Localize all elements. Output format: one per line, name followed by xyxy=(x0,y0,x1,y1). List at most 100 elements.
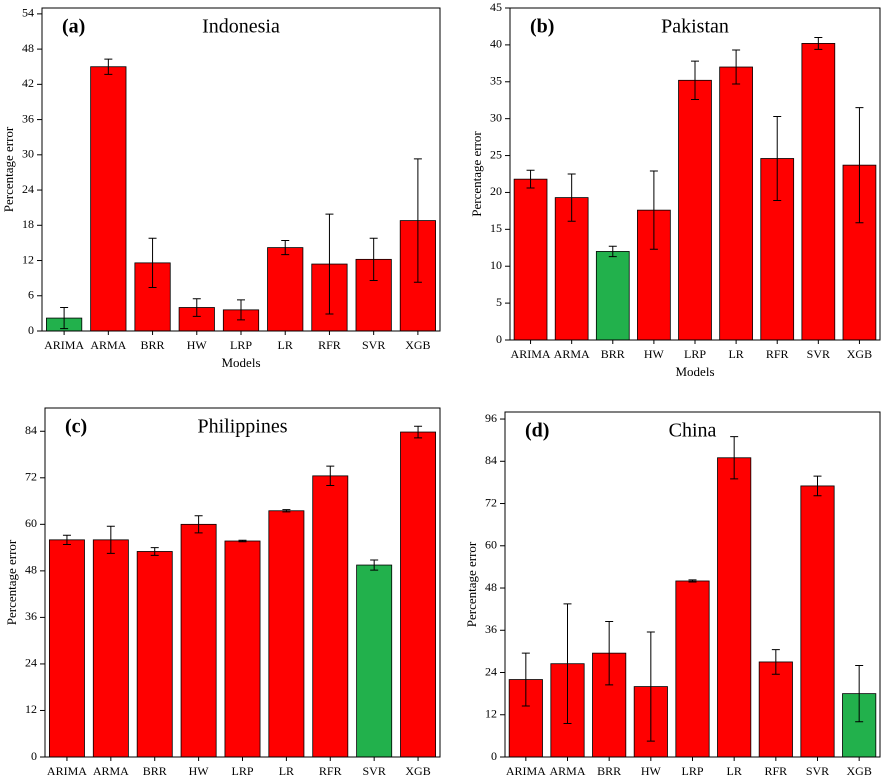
bar xyxy=(134,262,171,332)
y-tick-label: 84 xyxy=(25,423,37,437)
x-tick-label: HW xyxy=(189,764,210,777)
x-tick-label: LRP xyxy=(230,338,252,352)
error-bar xyxy=(732,49,741,85)
y-tick-label: 45 xyxy=(490,0,502,14)
x-tick-label: LR xyxy=(726,764,741,777)
y-tick-label: 30 xyxy=(22,147,34,161)
error-bar xyxy=(325,213,334,315)
x-tick-label: BRR xyxy=(601,347,625,361)
error-bar xyxy=(526,169,535,189)
y-tick-label: 12 xyxy=(485,707,497,721)
bar xyxy=(92,539,129,758)
y-tick-label: 10 xyxy=(490,258,502,272)
panel-label: (d) xyxy=(525,420,549,442)
y-tick-label: 36 xyxy=(22,111,34,125)
x-tick-label: ARIMA xyxy=(506,764,546,777)
y-tick-label: 5 xyxy=(496,295,502,309)
y-tick-label: 36 xyxy=(25,609,37,623)
error-bar xyxy=(192,298,201,317)
x-tick-label: LR xyxy=(728,347,743,361)
y-tick-label: 0 xyxy=(491,749,497,763)
error-bar xyxy=(413,158,422,283)
chart-title: China xyxy=(669,420,717,442)
error-bar xyxy=(646,631,655,742)
error-bar xyxy=(688,579,697,583)
x-tick-label: XGB xyxy=(405,338,430,352)
error-bar xyxy=(150,547,159,556)
plot-frame xyxy=(44,407,441,758)
y-tick-label: 40 xyxy=(490,37,502,51)
error-bar xyxy=(855,664,864,723)
x-tick-label: XGB xyxy=(405,764,430,777)
error-bar xyxy=(773,115,782,202)
chart-title: Indonesia xyxy=(202,16,280,38)
y-tick-label: 60 xyxy=(485,538,497,552)
error-bar xyxy=(563,603,572,725)
bar xyxy=(717,457,752,758)
error-bar xyxy=(813,475,822,497)
x-tick-label: HW xyxy=(187,338,208,352)
bar xyxy=(312,475,349,758)
y-tick-label: 96 xyxy=(485,411,497,425)
x-tick-label: XGB xyxy=(847,347,872,361)
y-tick-label: 6 xyxy=(28,288,34,302)
y-tick-label: 60 xyxy=(25,516,37,530)
x-tick-label: SVR xyxy=(362,338,385,352)
error-bar xyxy=(148,237,157,289)
chart-title: Pakistan xyxy=(661,16,729,38)
bar xyxy=(758,661,793,758)
x-tick-label: ARIMA xyxy=(511,347,551,361)
bar xyxy=(356,564,393,758)
x-tick-label: ARIMA xyxy=(47,764,87,777)
x-tick-label: ARMA xyxy=(93,764,129,777)
error-bar xyxy=(104,58,113,75)
panel: 0 5 10 15 20 25 30 35 40 45 ARIMA ARMA BRR HW LRP LR RFR… xyxy=(469,0,881,379)
error-bar xyxy=(521,652,530,707)
error-bar xyxy=(771,649,780,675)
x-tick-label: BRR xyxy=(597,764,621,777)
bar xyxy=(224,540,261,758)
y-tick-label: 0 xyxy=(31,749,37,763)
bar xyxy=(136,551,173,758)
bar xyxy=(719,66,753,341)
bar xyxy=(675,580,710,758)
bar xyxy=(268,510,305,758)
bar xyxy=(400,431,437,758)
error-bar xyxy=(608,245,617,258)
x-tick-label: BRR xyxy=(141,338,165,352)
error-bar xyxy=(730,436,739,480)
y-tick-label: 18 xyxy=(22,217,34,231)
bar xyxy=(513,178,548,341)
y-tick-label: 48 xyxy=(22,41,34,55)
y-tick-label: 25 xyxy=(490,147,502,161)
bar xyxy=(800,485,835,758)
error-bar xyxy=(605,620,614,686)
y-tick-label: 12 xyxy=(25,702,37,716)
y-tick-label: 72 xyxy=(485,495,497,509)
x-axis-label: Models xyxy=(222,355,261,370)
error-bar xyxy=(282,509,291,513)
x-tick-label: LRP xyxy=(231,764,253,777)
y-tick-label: 0 xyxy=(496,332,502,346)
panel-label: (b) xyxy=(530,16,554,38)
x-tick-label: RFR xyxy=(319,764,342,777)
y-tick-label: 24 xyxy=(22,182,34,196)
chart-title: Philippines xyxy=(197,416,287,438)
y-tick-label: 0 xyxy=(28,323,34,337)
bar xyxy=(595,251,630,341)
y-tick-label: 54 xyxy=(22,6,34,20)
x-tick-label: LRP xyxy=(684,347,706,361)
x-tick-label: RFR xyxy=(766,347,789,361)
x-tick-label: ARMA xyxy=(90,338,126,352)
x-tick-label: SVR xyxy=(806,764,829,777)
y-tick-label: 20 xyxy=(490,184,502,198)
y-axis-label: Percentage error xyxy=(469,131,484,217)
error-bar xyxy=(567,173,576,222)
x-tick-label: SVR xyxy=(362,764,385,777)
error-bar xyxy=(281,240,290,256)
x-tick-label: ARMA xyxy=(554,347,590,361)
y-tick-label: 15 xyxy=(490,221,502,235)
y-tick-label: 30 xyxy=(490,110,502,124)
error-bar xyxy=(814,37,823,50)
x-tick-label: BRR xyxy=(143,764,167,777)
